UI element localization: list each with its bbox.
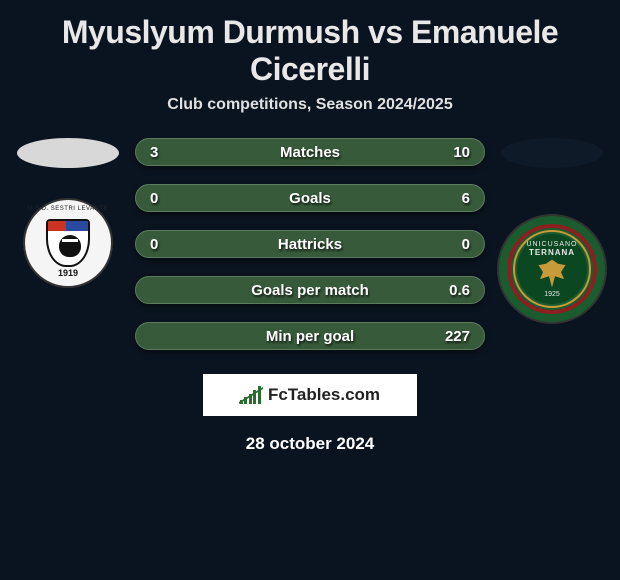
- left-crest-year: 1919: [25, 268, 111, 278]
- date-text: 28 october 2024: [0, 434, 620, 454]
- stat-label: Goals: [136, 190, 484, 207]
- left-crest-shield: [46, 219, 90, 267]
- stat-bar-hattricks: 00Hattricks: [135, 230, 485, 258]
- stat-bar-matches: 310Matches: [135, 138, 485, 166]
- right-flag-ellipse: [501, 138, 603, 168]
- brand-badge: FcTables.com: [203, 374, 417, 416]
- stat-bars: 310Matches 06Goals 00Hattricks 0.6Goals per…: [135, 138, 485, 350]
- page-title: Myuslyum Durmush vs Emanuele Cicerelli: [0, 0, 620, 96]
- left-crest-band: [62, 239, 78, 242]
- stat-bar-goals-per-match: 0.6Goals per match: [135, 276, 485, 304]
- brand-chart-icon: [240, 386, 262, 404]
- right-club-crest: UNICUSANO TERNANA 1925: [497, 214, 607, 324]
- right-crest-year: 1925: [544, 291, 560, 298]
- right-crest-dragon: [537, 260, 567, 288]
- stat-label: Goals per match: [136, 282, 484, 299]
- comparison-area: U.S.D. SESTRI LEVANTE 1919 310Matches 06G…: [0, 138, 620, 350]
- subtitle: Club competitions, Season 2024/2025: [0, 96, 620, 114]
- right-crest-name: TERNANA: [529, 248, 575, 257]
- left-flag-ellipse: [17, 138, 119, 168]
- left-crest-ring-text: U.S.D. SESTRI LEVANTE: [25, 206, 111, 212]
- right-side: UNICUSANO TERNANA 1925: [497, 138, 607, 324]
- brand-text: FcTables.com: [268, 385, 380, 405]
- left-side: U.S.D. SESTRI LEVANTE 1919: [13, 138, 123, 288]
- left-club-crest: U.S.D. SESTRI LEVANTE 1919: [23, 198, 113, 288]
- stat-label: Min per goal: [136, 328, 484, 345]
- right-crest-top: UNICUSANO: [526, 241, 577, 248]
- stat-bar-goals: 06Goals: [135, 184, 485, 212]
- stat-label: Hattricks: [136, 236, 484, 253]
- stat-label: Matches: [136, 144, 484, 161]
- stat-bar-min-per-goal: 227Min per goal: [135, 322, 485, 350]
